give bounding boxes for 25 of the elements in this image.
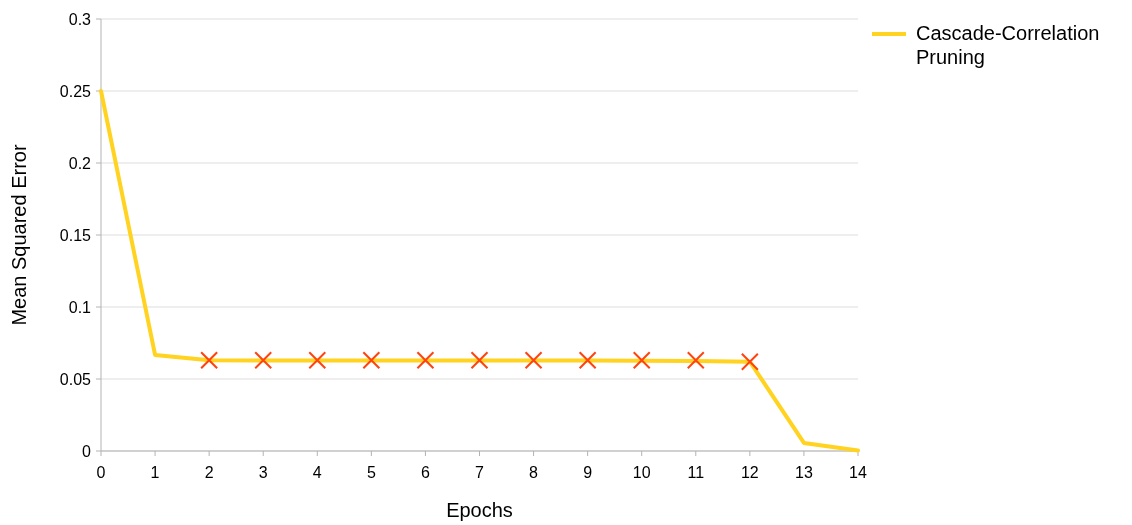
x-tick-label: 4 — [312, 464, 322, 481]
y-tick-label: 0.2 — [68, 154, 92, 172]
x-tick-label: 3 — [258, 464, 268, 481]
legend-label: Cascade-Correlation Pruning — [916, 22, 1100, 68]
x-tick-label: 0 — [96, 464, 106, 481]
x-tick-label: 6 — [420, 464, 430, 481]
x-tick-label: 10 — [632, 464, 651, 481]
y-axis-title: Mean Squared Error — [8, 144, 30, 326]
x-tick-label: 9 — [583, 464, 593, 481]
y-tick-label: 0.3 — [68, 10, 92, 28]
x-tick-label: 2 — [204, 464, 214, 481]
x-tick-label: 14 — [849, 464, 867, 481]
x-tick-label: 5 — [366, 464, 376, 481]
x-tick-label: 1 — [150, 464, 160, 481]
y-tick-label: 0.25 — [59, 82, 92, 100]
y-tick-label: 0.1 — [68, 298, 92, 316]
y-tick-label: 0.15 — [59, 226, 92, 244]
x-tick-label: 12 — [740, 464, 759, 481]
x-tick-label: 13 — [795, 464, 813, 481]
x-axis-title: Epochs — [446, 499, 513, 521]
x-tick-label: 11 — [687, 464, 705, 481]
y-tick-label: 0.05 — [59, 370, 92, 388]
x-tick-label: 8 — [529, 464, 539, 481]
y-tick-label: 0 — [82, 442, 92, 460]
x-tick-label: 7 — [475, 464, 485, 481]
